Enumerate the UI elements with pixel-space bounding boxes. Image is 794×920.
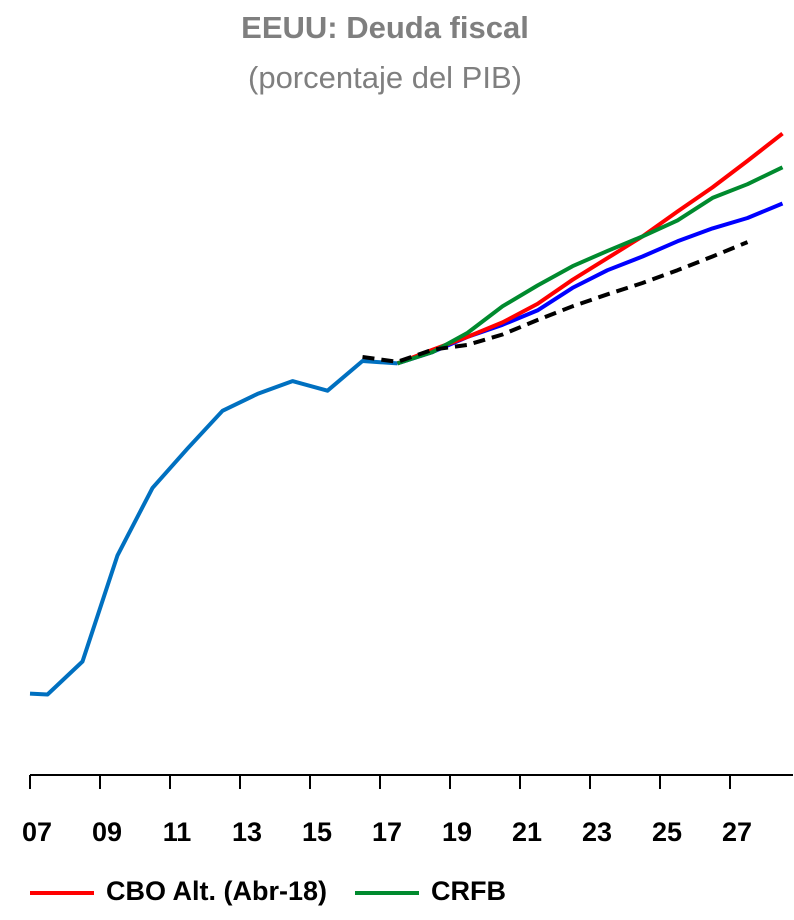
x-tick-label: 11 [163, 817, 192, 847]
x-tick-label: 15 [302, 817, 332, 847]
series-line [396, 132, 784, 366]
legend-label: CRFB [431, 876, 506, 906]
x-tick-label: 21 [512, 817, 542, 847]
x-tick-label: 19 [442, 817, 472, 847]
x-tick-label: 17 [372, 817, 402, 847]
chart-subtitle: (porcentaje del PIB) [248, 60, 522, 95]
series-line [362, 240, 749, 364]
x-tick-label: 13 [232, 817, 262, 847]
x-tick-label: 25 [652, 817, 682, 847]
chart-title: EEUU: Deuda fiscal [241, 10, 529, 45]
x-tick-label: 09 [92, 817, 122, 847]
x-tick-label: 27 [722, 817, 752, 847]
legend-label: CBO Alt. (Abr-18) [106, 876, 327, 906]
x-tick-label: 07 [22, 817, 52, 847]
x-tick-label: 23 [582, 817, 612, 847]
series-line [29, 359, 398, 697]
series-line [396, 165, 784, 366]
